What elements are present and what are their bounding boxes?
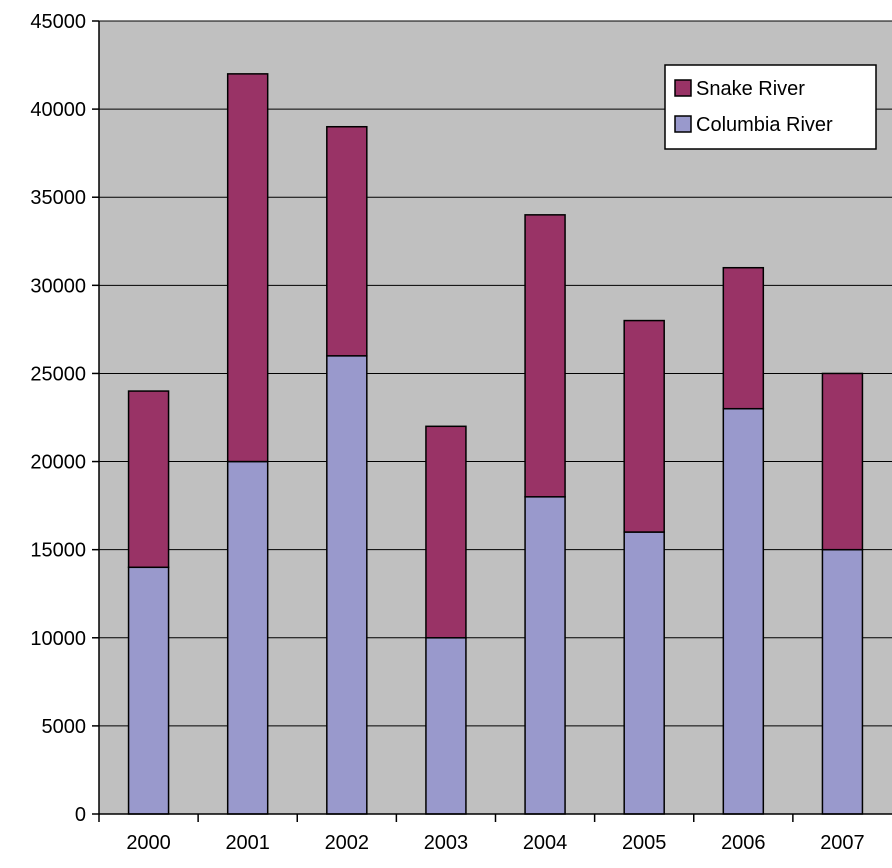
legend-box <box>664 64 877 150</box>
x-tick-label: 2004 <box>523 832 568 854</box>
x-tick-label: 2000 <box>126 832 171 854</box>
bar-columbia-river-2002 <box>326 355 368 815</box>
y-tick-label: 15000 <box>30 540 86 562</box>
x-tick-label: 2006 <box>721 832 766 854</box>
x-tick-label: 2002 <box>325 832 370 854</box>
x-tick-label: 2005 <box>622 832 667 854</box>
y-tick-label: 20000 <box>30 452 86 474</box>
legend: Snake River Columbia River <box>664 64 877 150</box>
bar-snake-river-2005 <box>623 319 665 533</box>
y-tick-label: 45000 <box>30 11 86 33</box>
y-tick-label: 5000 <box>42 716 87 738</box>
bar-columbia-river-2006 <box>722 407 765 815</box>
bar-columbia-river-2000 <box>127 566 170 815</box>
bar-snake-river-2006 <box>722 266 765 410</box>
bar-snake-river-2002 <box>326 125 368 357</box>
bar-columbia-river-2003 <box>425 637 467 815</box>
bar-snake-river-2000 <box>127 390 170 569</box>
x-tick-label: 2003 <box>424 832 469 854</box>
bar-snake-river-2007 <box>821 372 864 551</box>
axes: 0 5000 10000 15000 20000 25000 30000 35000 40000… <box>30 11 892 854</box>
bar-columbia-river-2007 <box>821 548 864 815</box>
bar-columbia-river-2001 <box>226 460 269 815</box>
legend-label-snake-river: Snake River <box>696 78 805 100</box>
y-tick-label: 35000 <box>30 187 86 209</box>
legend-label-columbia-river: Columbia River <box>696 114 833 136</box>
x-tick-label: 2007 <box>820 832 865 854</box>
bar-snake-river-2004 <box>524 214 566 498</box>
legend-swatch-snake-river <box>674 79 692 97</box>
bar-columbia-river-2005 <box>623 531 665 815</box>
x-tick-label: 2001 <box>225 832 270 854</box>
y-tick-label: 0 <box>75 804 86 826</box>
y-tick-label: 10000 <box>30 628 86 650</box>
bars <box>127 73 864 815</box>
bar-snake-river-2003 <box>425 425 467 639</box>
y-tick-label: 30000 <box>30 275 86 297</box>
y-tick-label: 40000 <box>30 99 86 121</box>
bar-snake-river-2001 <box>226 73 269 463</box>
y-tick-label: 25000 <box>30 363 86 385</box>
legend-swatch-columbia-river <box>674 115 692 133</box>
bar-columbia-river-2004 <box>524 496 566 815</box>
